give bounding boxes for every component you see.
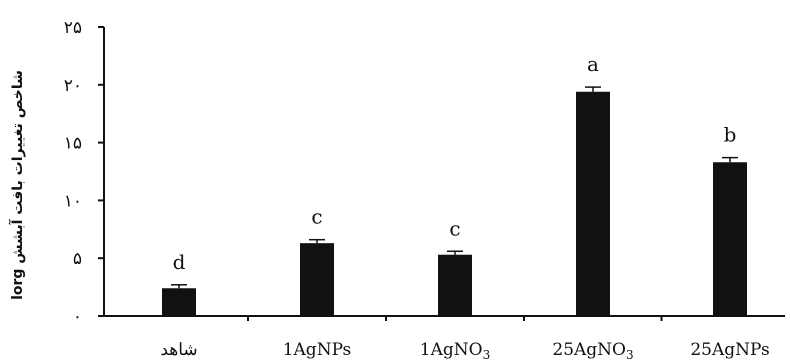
category-label: 25AgNO3 <box>552 340 633 361</box>
category-label: 1AgNO3 <box>420 340 490 361</box>
bar <box>576 91 610 317</box>
bar <box>438 254 472 316</box>
bar <box>713 162 747 316</box>
y-tick-label: ١۵ <box>64 134 82 154</box>
category-labels: شاهد 1AgNPs 1AgNO3 25AgNO3 25AgNPs <box>160 340 769 361</box>
significance-letter: c <box>311 205 322 229</box>
significance-labels: d c c a b <box>173 52 737 274</box>
category-label: شاهد <box>160 340 197 360</box>
bars <box>162 91 747 317</box>
significance-letter: c <box>449 216 460 240</box>
bar <box>162 288 196 316</box>
y-tick-label: ١٠ <box>64 191 82 211</box>
bar <box>300 243 334 316</box>
y-tick-label: ٢٠ <box>64 76 82 96</box>
y-axis-title: lorg شاخص تغییرات بافت آبشش <box>8 70 26 300</box>
significance-letter: d <box>173 250 186 274</box>
y-tick-label: ٠ <box>73 307 82 327</box>
y-tick-label: ٢۵ <box>64 18 82 38</box>
y-ticks: ٠ ۵ ١٠ ١۵ ٢٠ ٢۵ <box>64 18 104 327</box>
y-tick-label: ۵ <box>73 249 82 269</box>
significance-letter: a <box>587 52 599 76</box>
category-label: 1AgNPs <box>283 340 352 360</box>
category-label: 25AgNPs <box>690 340 769 360</box>
significance-letter: b <box>724 123 737 147</box>
error-bars <box>171 86 738 289</box>
